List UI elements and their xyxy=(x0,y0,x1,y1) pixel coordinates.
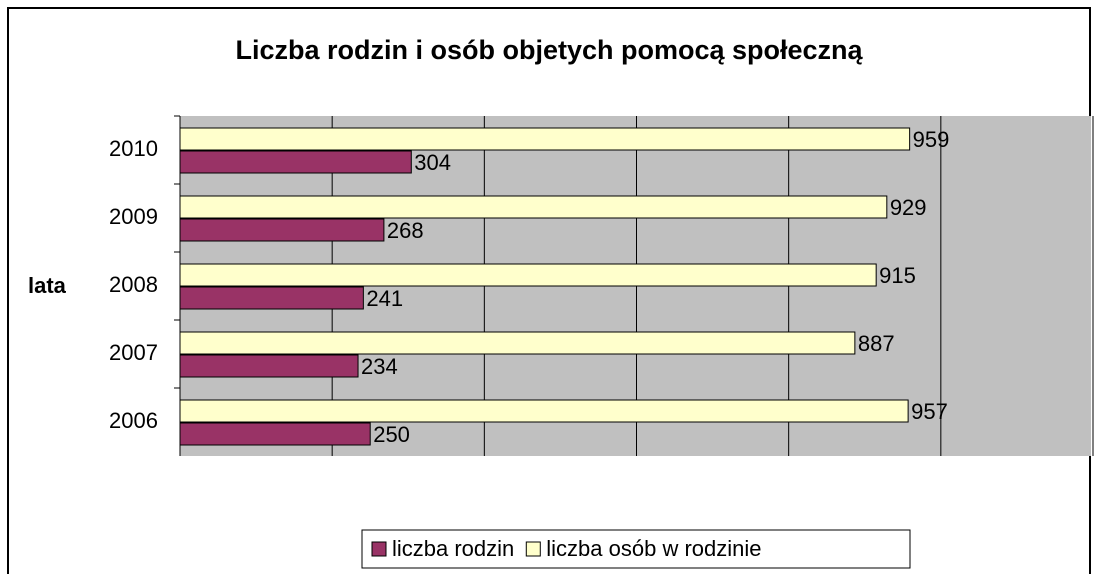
data-label: 241 xyxy=(366,286,403,311)
bar xyxy=(179,127,911,151)
y-tick-label: 2010 xyxy=(109,136,158,161)
data-label: 304 xyxy=(414,150,451,175)
bar xyxy=(179,286,364,310)
legend-label: liczba osób w rodzinie xyxy=(546,536,761,561)
data-label: 929 xyxy=(890,195,927,220)
legend-swatch xyxy=(525,541,541,557)
bar xyxy=(179,354,359,378)
data-label: 959 xyxy=(913,127,950,152)
legend xyxy=(361,529,911,569)
bar xyxy=(179,331,856,355)
bar xyxy=(179,399,909,423)
y-tick-label: 2006 xyxy=(109,408,158,433)
data-label: 887 xyxy=(858,331,895,356)
bar xyxy=(179,263,877,287)
y-tick-label: 2009 xyxy=(109,204,158,229)
y-tick-label: 2008 xyxy=(109,272,158,297)
data-label: 957 xyxy=(911,399,948,424)
data-label: 234 xyxy=(361,354,398,379)
data-label: 250 xyxy=(373,422,410,447)
y-axis-label: lata xyxy=(28,273,67,298)
bar xyxy=(179,422,371,446)
y-tick-label: 2007 xyxy=(109,340,158,365)
data-label: 915 xyxy=(879,263,916,288)
legend-label: liczba rodzin xyxy=(392,536,514,561)
chart-title: Liczba rodzin i osób objetych pomocą spo… xyxy=(235,35,863,65)
bar xyxy=(179,218,385,242)
bar xyxy=(179,150,412,174)
data-label: 268 xyxy=(387,218,424,243)
legend-swatch xyxy=(371,541,387,557)
bar xyxy=(179,195,888,219)
